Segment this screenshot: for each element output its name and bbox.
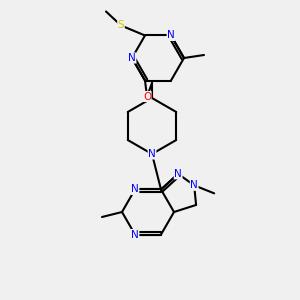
Text: N: N <box>167 31 175 40</box>
Text: N: N <box>174 169 182 179</box>
Text: N: N <box>131 230 139 239</box>
Text: N: N <box>131 184 139 194</box>
Text: N: N <box>148 149 156 159</box>
Text: N: N <box>190 180 198 190</box>
Text: O: O <box>143 92 151 101</box>
Text: N: N <box>128 53 136 63</box>
Text: S: S <box>118 20 124 31</box>
